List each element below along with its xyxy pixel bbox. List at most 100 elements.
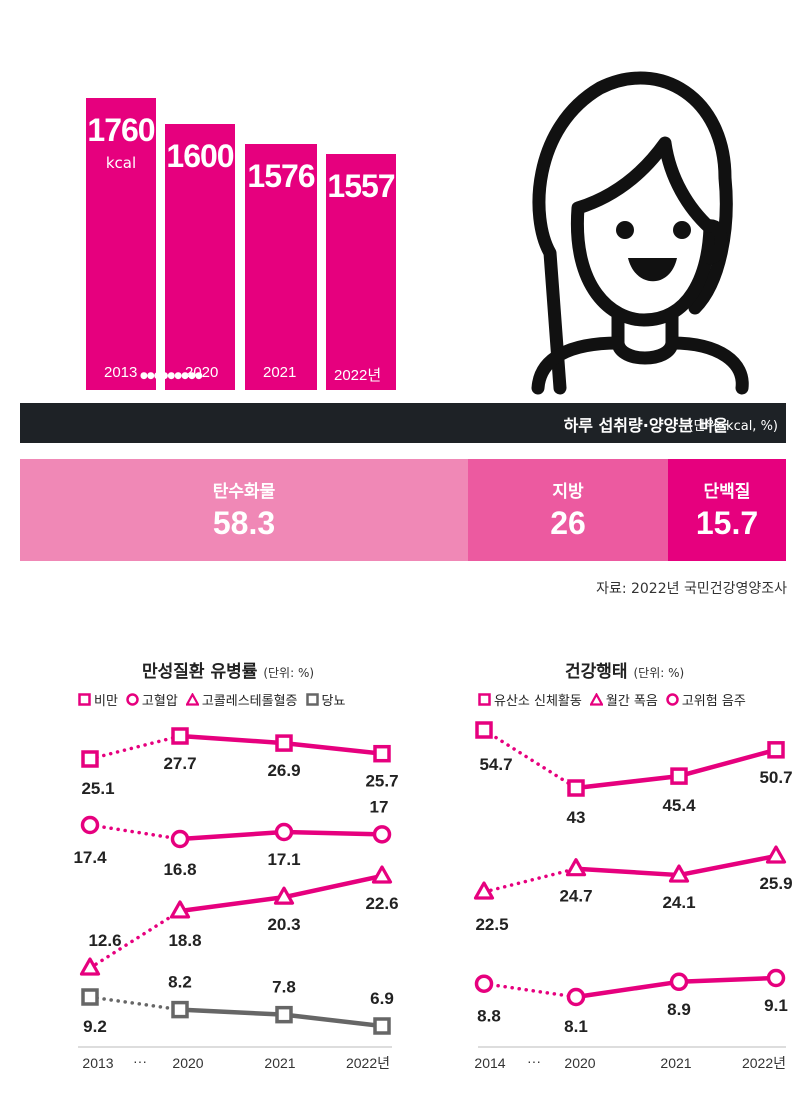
triangle-marker	[565, 858, 587, 877]
health-behavior-chart: 54.7 43 45.4 50.7 22.5 24.7 24.1 25.9 8.8 8.1 8.9 9…	[473, 721, 793, 1071]
legend-item-cholesterol: 고콜레스테롤혈증	[185, 690, 298, 709]
square-marker-icon	[78, 693, 91, 706]
circle-marker	[766, 968, 786, 988]
circle-marker	[274, 822, 294, 842]
segment-value: 58.3	[212, 505, 276, 541]
segment-fat: 지방 26	[468, 459, 668, 561]
series-gap-line	[482, 728, 578, 790]
circle-marker	[170, 829, 190, 849]
data-label: 25.9	[759, 874, 792, 893]
data-label: 17.1	[267, 850, 300, 869]
data-label: 9.1	[764, 996, 788, 1015]
square-marker	[670, 767, 688, 785]
square-marker	[81, 750, 99, 768]
triangle-marker	[473, 881, 495, 900]
x-tick-label: 2022년	[742, 1055, 786, 1071]
square-marker	[767, 741, 785, 759]
data-label: 7.8	[272, 978, 296, 997]
bar-gap-dots: ●●●●●●●●●	[140, 371, 203, 381]
data-label: 24.7	[559, 887, 592, 906]
bar-value-2022: 1557	[327, 168, 395, 204]
circle-marker	[80, 815, 100, 835]
data-label: 6.9	[370, 989, 394, 1008]
square-marker	[81, 988, 99, 1006]
triangle-marker	[371, 865, 393, 884]
legend-label: 고위험 음주	[681, 694, 746, 709]
series-gap-line	[482, 866, 578, 894]
data-label: 18.8	[168, 931, 201, 950]
chart-unit: (단위: %)	[633, 666, 685, 680]
triangle-marker	[273, 886, 295, 905]
square-marker	[373, 1017, 391, 1035]
data-label: 8.9	[667, 1000, 691, 1019]
chronic-disease-legend: 비만 고혈압 고콜레스테롤혈증 당뇨	[78, 690, 349, 709]
data-label: 25.1	[81, 779, 114, 798]
data-label: 50.7	[759, 768, 792, 787]
legend-item-high-risk-drinking: 고위험 음주	[666, 690, 746, 709]
data-label: 45.4	[662, 796, 696, 815]
segment-value: 15.7	[695, 505, 759, 541]
bar-2013: 1760 kcal 2013	[86, 98, 156, 390]
chart-title: 만성질환 유병률	[142, 662, 258, 682]
square-marker	[171, 1000, 189, 1019]
data-label: 17.4	[73, 848, 107, 867]
square-marker	[567, 779, 585, 797]
data-label: 54.7	[479, 755, 512, 774]
legend-item-hypertension: 고혈압	[126, 690, 178, 709]
triangle-marker	[765, 845, 787, 864]
health-behavior-title: 건강행태 (단위: %)	[565, 657, 684, 682]
data-label: 17	[370, 797, 389, 816]
health-behavior-legend: 유산소 신체활동 월간 폭음 고위험 음주	[478, 690, 750, 709]
square-marker	[373, 744, 391, 763]
data-label: 12.6	[88, 931, 121, 950]
data-label: 8.2	[168, 973, 192, 992]
source-note: 자료: 2022년 국민건강영양조사	[596, 581, 787, 597]
data-label: 22.6	[365, 894, 398, 913]
bar-2020: 1600 2020	[165, 124, 235, 390]
chart-title: 건강행태	[565, 662, 628, 682]
square-marker	[171, 727, 189, 745]
series-gap-line	[482, 981, 578, 999]
x-tick-label: 2021	[660, 1055, 691, 1071]
bar-value-2013: 1760	[87, 112, 155, 148]
bar-value-2021: 1576	[247, 158, 315, 194]
bar-2022: 1557 2022년	[326, 154, 396, 390]
triangle-marker-icon	[185, 693, 199, 706]
series-gap-line	[88, 995, 182, 1012]
bar-value-2020: 1600	[166, 138, 234, 174]
legend-item-diabetes: 당뇨	[305, 690, 346, 709]
segment-protein: 단백질 15.7	[668, 459, 786, 561]
segment-label: 지방	[552, 482, 584, 502]
circle-marker	[566, 987, 586, 1007]
woman-illustration	[531, 71, 749, 395]
x-tick-label: 2013	[82, 1055, 113, 1071]
data-label: 26.9	[267, 761, 300, 780]
triangle-marker	[79, 957, 101, 976]
legend-label: 유산소 신체활동	[494, 694, 582, 709]
bar-year-2022: 2022년	[334, 367, 382, 384]
x-tick-label: 2021	[264, 1055, 295, 1071]
x-gap-label: ···	[527, 1053, 541, 1069]
legend-label: 고혈압	[141, 694, 178, 709]
segment-carbohydrate: 탄수화물 58.3	[20, 459, 468, 561]
segment-label: 탄수화물	[212, 482, 276, 502]
square-marker	[475, 721, 493, 739]
legend-label: 당뇨	[321, 694, 346, 709]
banner-title: 하루 섭취량·양양분 비율	[563, 416, 728, 435]
square-marker	[275, 734, 293, 752]
series-gap-line	[88, 734, 182, 761]
circle-marker-icon	[126, 693, 139, 706]
data-label: 9.2	[83, 1017, 107, 1036]
bar-year-2020: 2020	[185, 364, 219, 381]
bar-unit-label: kcal	[105, 154, 137, 172]
data-label: 16.8	[163, 860, 196, 879]
segment-value: 26	[550, 505, 586, 541]
data-label: 8.8	[477, 1007, 501, 1026]
square-marker	[275, 1005, 293, 1024]
bar-year-2021: 2021	[263, 364, 297, 381]
data-label: 24.1	[662, 893, 695, 912]
circle-marker	[669, 972, 689, 992]
nutrient-banner: 하루 섭취량·양양분 비율 (단위: kcal, %)	[20, 403, 786, 443]
square-marker-icon	[305, 693, 319, 706]
banner-unit: (단위: kcal, %)	[688, 419, 778, 434]
